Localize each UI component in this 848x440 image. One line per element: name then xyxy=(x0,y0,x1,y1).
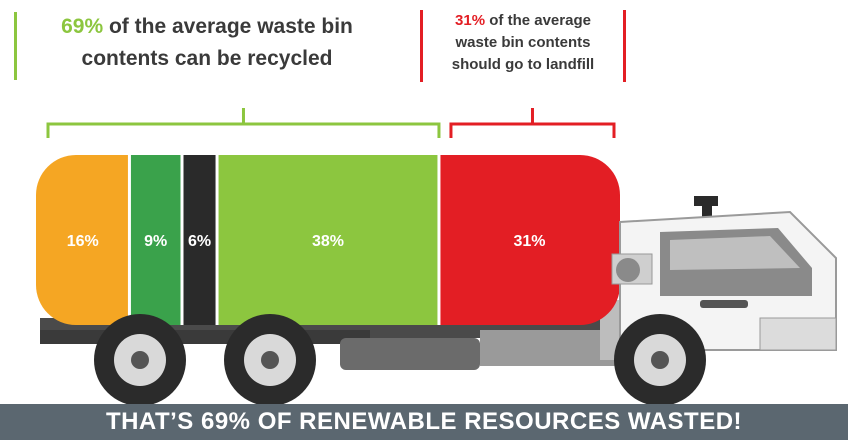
landfill-headline: 31% of the average waste bin contents sh… xyxy=(420,10,626,82)
bar-segment-4 xyxy=(217,155,439,325)
bar-segment-5 xyxy=(438,155,620,325)
landfill-percent: 31% xyxy=(455,12,486,29)
bottom-banner: THAT’S 69% OF RENEWABLE RESOURCES WASTED… xyxy=(0,404,848,440)
landfill-text-line2: waste bin contents xyxy=(455,34,591,51)
bar-segment-2 xyxy=(129,155,182,325)
segment-label-4: 38% xyxy=(312,233,344,250)
recycled-text-line2: contents can be recycled xyxy=(81,47,333,70)
segment-label-3: 6% xyxy=(188,233,211,250)
segment-divider xyxy=(127,155,131,325)
landfill-text-line3: should go to landfill xyxy=(451,56,595,73)
segment-label-2: 9% xyxy=(144,233,167,250)
recycled-percent: 69% xyxy=(61,15,104,38)
garbage-truck-chart: 16% 9% 6% 38% 31% xyxy=(36,108,837,404)
segment-divider xyxy=(437,155,441,325)
segment-label-1: 16% xyxy=(67,233,99,250)
group-bracket-2 xyxy=(449,108,616,138)
bar-segment-1 xyxy=(36,155,130,325)
recycled-text-line1: of the average waste bin xyxy=(103,15,353,38)
segment-label-5: 31% xyxy=(513,233,545,250)
group-brackets xyxy=(46,108,616,138)
group-bracket-1 xyxy=(46,108,441,138)
tank-segments: 16% 9% 6% 38% 31% xyxy=(36,155,620,325)
landfill-text-line1: of the average xyxy=(485,12,591,29)
bar-segment-3 xyxy=(182,155,218,325)
segment-divider xyxy=(215,155,219,325)
segment-divider xyxy=(180,155,184,325)
recycled-headline: 69% of the average waste bin contents ca… xyxy=(14,12,397,80)
truck-wheels xyxy=(94,314,706,404)
truck-cab xyxy=(611,210,837,351)
